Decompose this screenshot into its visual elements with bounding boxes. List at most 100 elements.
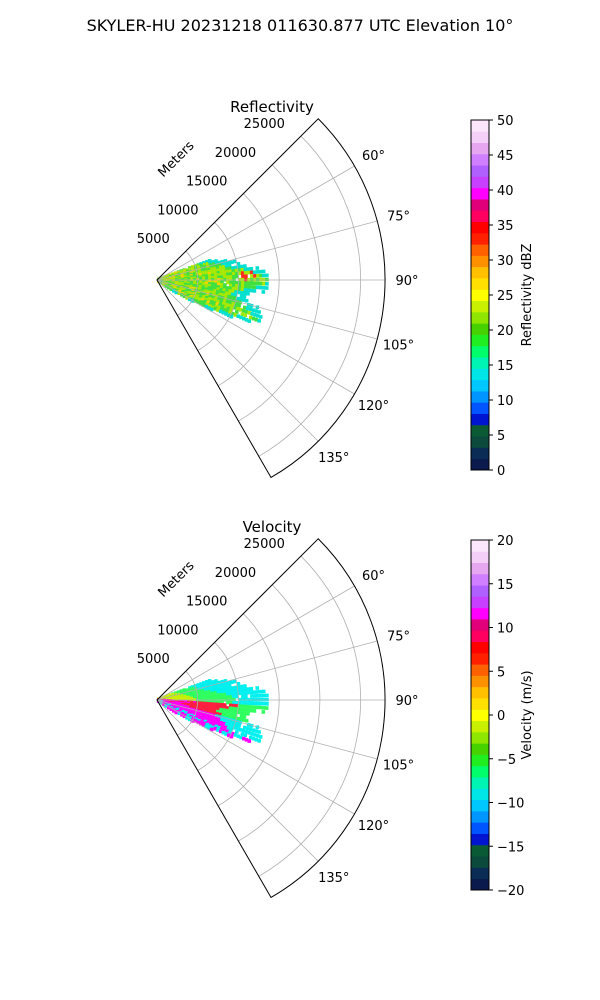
echo-cell [216,268,221,273]
echo-cell [221,710,226,715]
echo-cell [225,288,230,293]
echo-cell [234,707,239,711]
range-ring [238,164,321,422]
echo-cell [241,298,246,302]
echo-cell [216,707,221,712]
range-ring [197,642,239,771]
echo-cell [164,284,169,288]
range-ring [177,250,199,316]
echo-cell [225,706,230,710]
echo-cell [232,694,236,699]
echo-cell [245,306,250,311]
echo-cell [243,711,247,716]
colorbar-segment [471,585,489,597]
echo-cell [234,284,239,288]
echo-cell [212,264,217,269]
echo-cell [223,703,227,707]
echo-cell [223,259,228,263]
colorbar-segment [471,379,489,392]
echo-cell [209,727,214,732]
echo-cell [233,293,238,297]
colorbar-segment [471,856,489,868]
echo-cell [211,295,216,300]
echo-cell [229,695,233,699]
echo-cell [207,267,211,272]
echo-cell [213,704,218,709]
echo-cell [225,708,230,713]
colorbar-segment [471,402,489,414]
echo-cell [219,270,224,275]
echo-cell [251,728,256,733]
echo-cell [202,696,206,700]
echo-cell [214,700,218,704]
echo-cell [208,282,212,286]
echo-cell [219,692,224,697]
colorbar-segment [471,754,489,767]
echo-cell [219,707,224,712]
echo-cell [209,722,213,726]
echo-cell [209,685,214,689]
echo-cell [222,722,226,726]
echo-cell [221,730,226,735]
echo-cell [244,298,249,303]
echo-cell [211,680,215,684]
echo-cell [243,267,248,272]
echo-cell [217,702,221,707]
echo-cell [219,301,223,305]
echo-cell [222,687,226,692]
echo-cell [204,272,209,276]
echo-cell [205,715,209,720]
echo-cell [216,300,221,304]
colorbar-segment [471,266,489,279]
echo-cell [241,729,246,733]
echo-cell [235,694,239,699]
echo-cell [219,705,224,710]
echo-cell [237,723,241,728]
echo-cell [219,290,223,294]
echo-cell [222,272,227,277]
echo-cell [225,309,230,314]
colorbar-segment [471,652,489,665]
echo-cell [214,702,218,707]
echo-cell [193,299,198,303]
echo-cell [202,682,207,687]
echo-cell [219,721,223,725]
echo-cell [220,275,224,280]
echo-cell [252,690,257,694]
echo-cell [208,724,212,728]
echo-cell [220,702,224,707]
echo-cell [224,723,229,727]
echo-cell [211,700,215,704]
echo-cell [224,291,229,296]
echo-cell [216,308,220,312]
echo-cell [234,710,238,714]
echo-cell [243,291,247,296]
echo-cell [234,691,239,696]
echo-cell [254,729,259,733]
echo-cell [214,275,218,280]
echo-cell [214,304,219,309]
echo-cell [237,287,242,292]
echo-cell [234,265,238,270]
echo-cell [243,691,248,695]
echo-cell [214,296,218,301]
echo-cell [208,304,212,308]
colorbar-tick-label: 15 [497,578,514,593]
echo-cell [258,269,263,274]
echo-cell [229,307,234,312]
echo-cell [246,690,251,695]
colorbar-tick-label: 10 [497,394,514,409]
echo-cell [261,269,266,274]
range-ring [238,584,321,842]
echo-cell [234,290,238,294]
echo-cell [203,264,207,269]
echo-cell [244,718,249,723]
echo-cell [205,681,210,686]
echo-cell [216,289,220,294]
echo-cell [258,705,263,710]
echo-cell [259,273,263,278]
colorbar-segment [471,436,489,448]
echo-cell [244,318,249,322]
echo-cell [203,686,208,691]
echo-cell [250,274,254,278]
